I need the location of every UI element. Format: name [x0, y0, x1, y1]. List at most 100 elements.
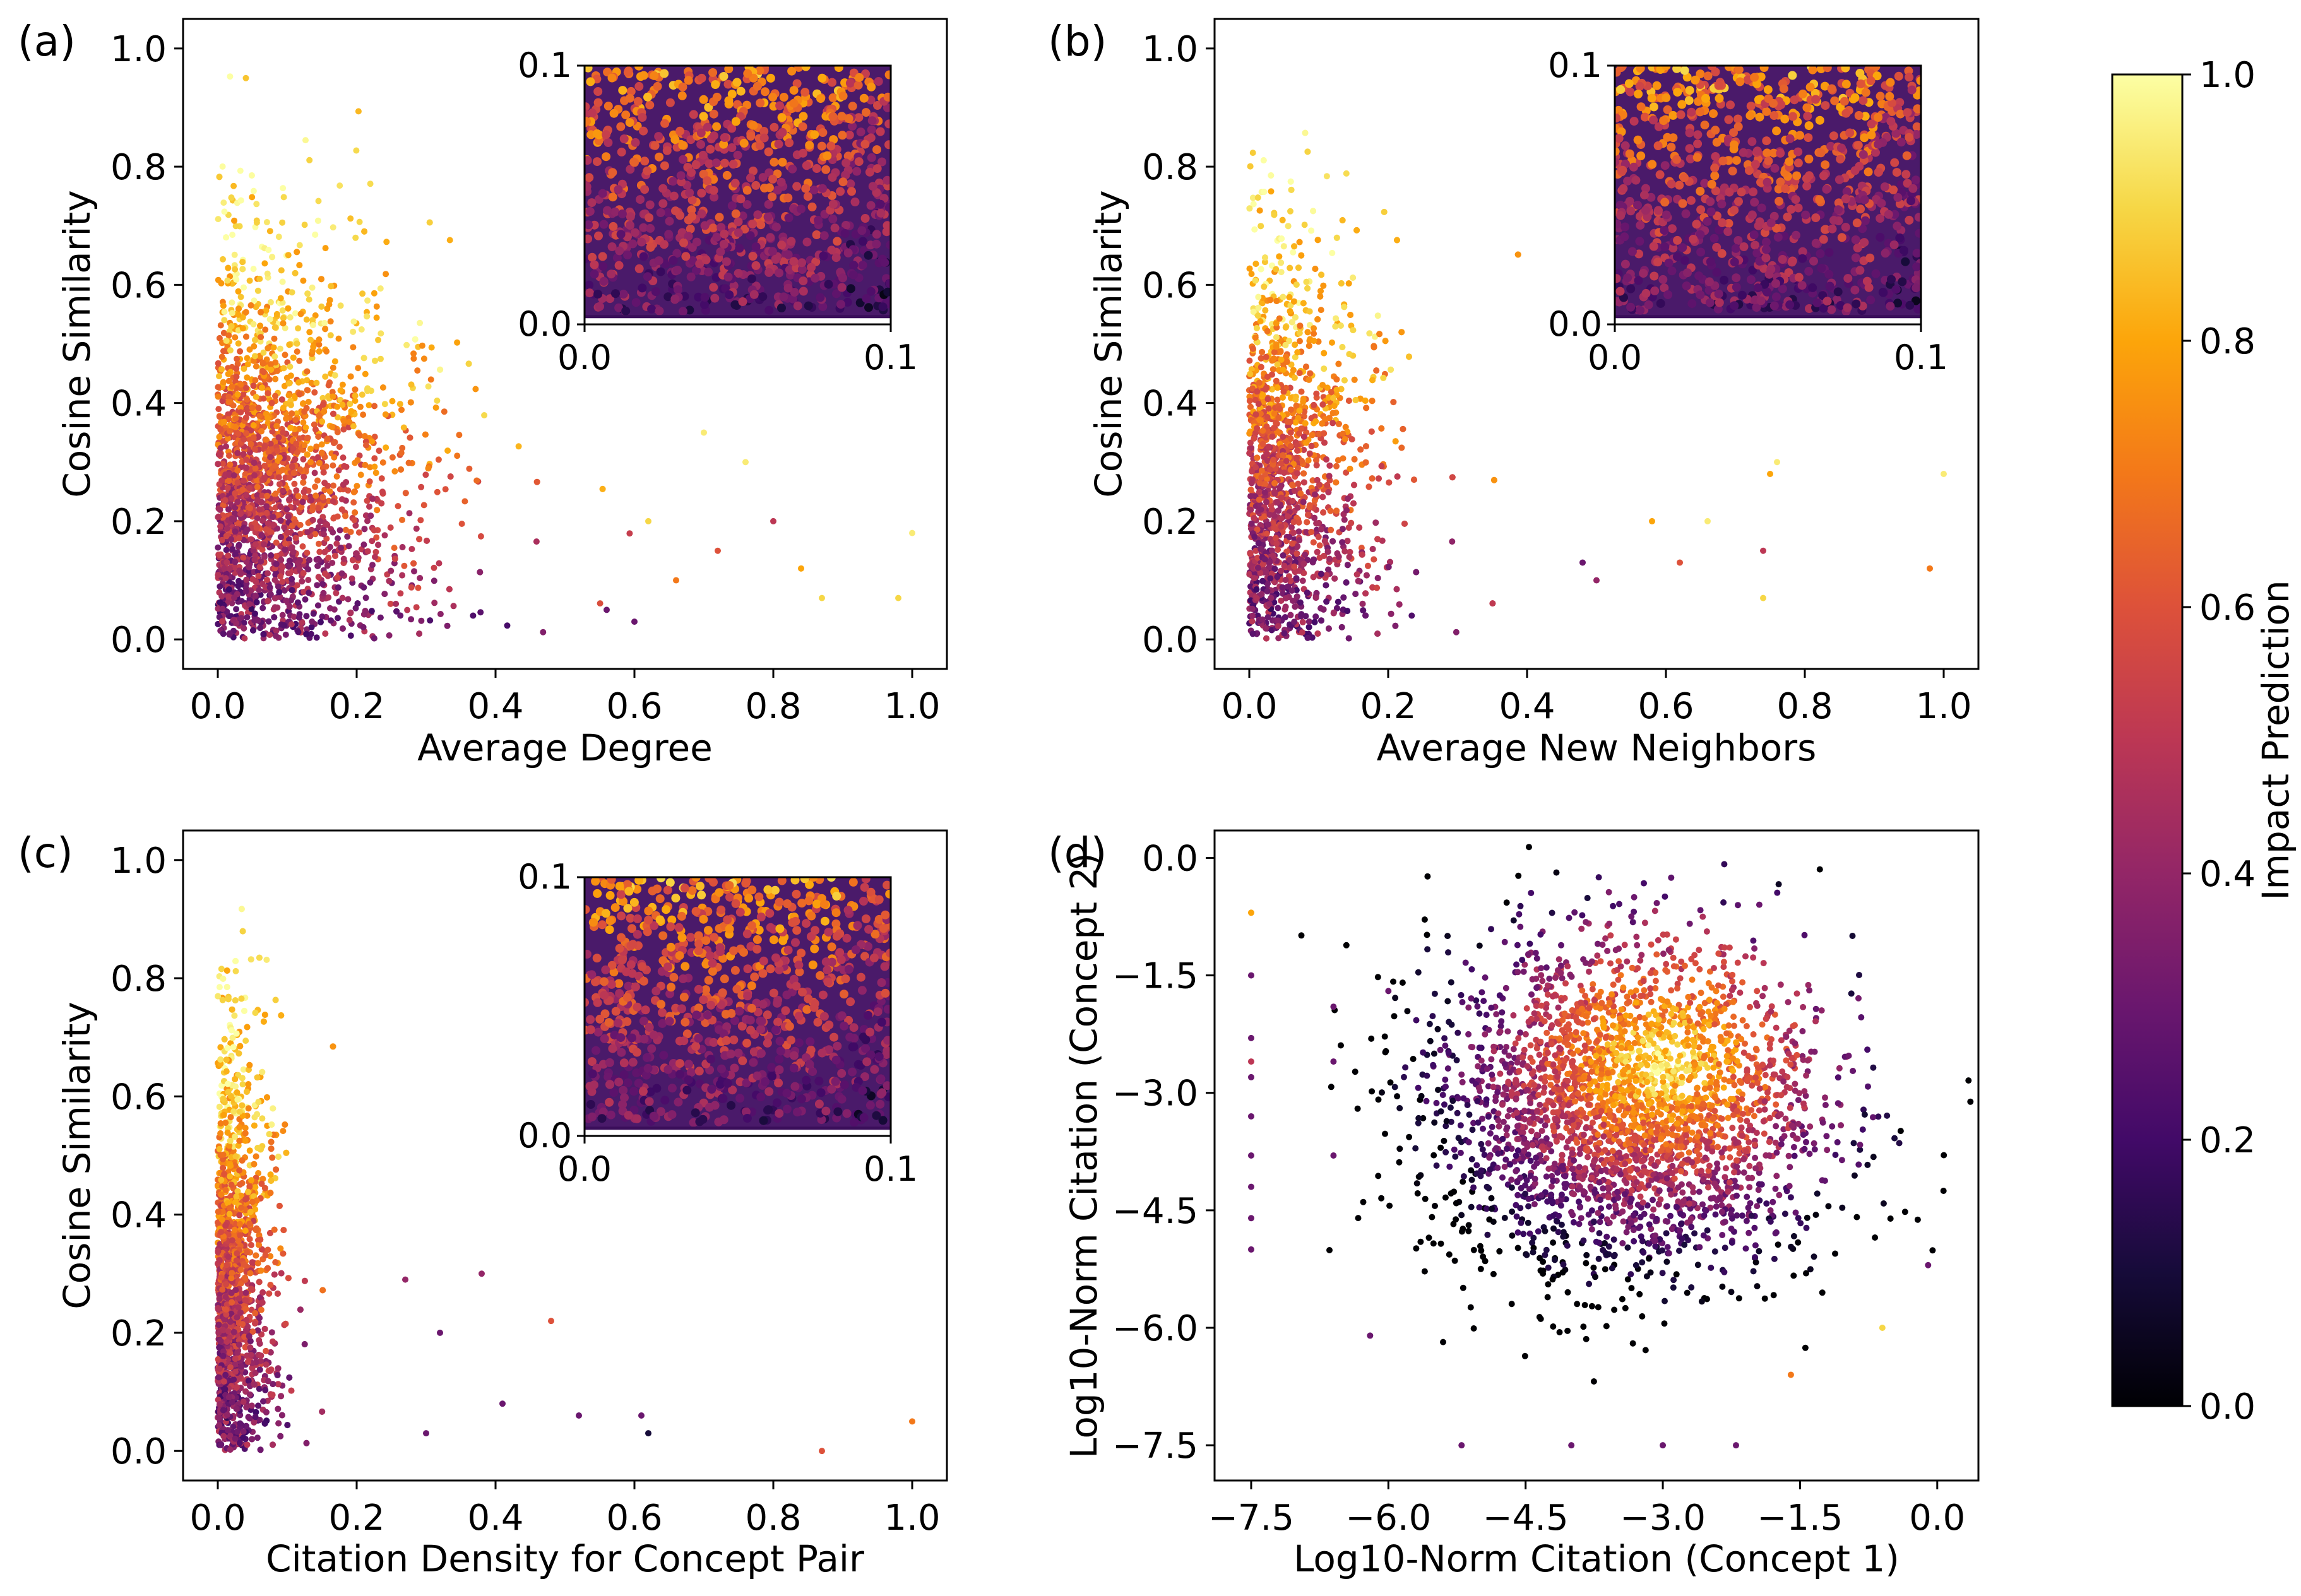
scatter-point	[267, 591, 274, 598]
inset-point	[778, 158, 787, 167]
scatter-point	[315, 433, 322, 440]
scatter-point	[225, 435, 231, 442]
inset-point	[837, 112, 847, 121]
inset-point	[712, 122, 722, 131]
inset-point	[650, 141, 660, 150]
scatter-point	[364, 497, 371, 504]
inset-point	[594, 231, 603, 240]
scatter-point	[237, 570, 244, 577]
scatter-point	[356, 218, 363, 225]
inset-point	[853, 80, 863, 90]
scatter-point	[1290, 249, 1297, 256]
scatter-point	[338, 506, 345, 513]
y-tick-label: 1.0	[110, 29, 167, 70]
inset-point	[848, 121, 857, 131]
scatter-point	[304, 435, 311, 442]
scatter-point	[413, 525, 420, 532]
scatter-point	[334, 574, 341, 581]
scatter-point	[286, 557, 293, 564]
scatter-point	[314, 217, 321, 224]
inset-point	[752, 81, 762, 91]
inset-point	[885, 279, 891, 288]
inset-point	[838, 177, 848, 187]
scatter-point	[265, 598, 271, 605]
scatter-point	[280, 487, 287, 494]
scatter-point	[292, 456, 299, 463]
scatter-point	[321, 408, 328, 415]
scatter-point	[434, 488, 441, 495]
scatter-point	[399, 444, 406, 451]
inset-point	[694, 292, 703, 302]
inset-point	[867, 153, 876, 162]
inset-point	[619, 290, 628, 299]
inset-point	[884, 203, 891, 212]
inset-point	[639, 71, 648, 80]
scatter-point	[408, 546, 415, 552]
scatter-point	[371, 403, 378, 410]
scatter-point	[369, 562, 376, 569]
inset-point	[797, 265, 807, 274]
scatter-point	[239, 266, 246, 273]
inset-point	[653, 81, 662, 91]
outlier-point	[770, 517, 776, 524]
inset-point	[722, 257, 731, 266]
scatter-point	[215, 605, 222, 612]
inset-point	[727, 124, 737, 133]
scatter-point	[278, 267, 285, 274]
scatter-point	[279, 219, 286, 226]
inset-point	[685, 188, 694, 198]
inset-point	[650, 71, 659, 80]
inset-point	[827, 245, 836, 255]
scatter-point	[320, 469, 327, 476]
inset-point	[756, 98, 765, 108]
scatter-point	[254, 483, 261, 490]
panel-b: (b) 0.0 0.2 0.4 0.6 0.8 1.0 0.00.20.40.60.81.…	[1048, 17, 1980, 769]
inset-x-tick-0-a: 0.0	[557, 338, 612, 377]
scatter-point	[336, 182, 343, 189]
scatter-point	[220, 256, 226, 263]
inset-point	[638, 113, 647, 122]
inset-point	[785, 265, 794, 275]
inset-point	[612, 253, 622, 263]
scatter-point	[318, 276, 324, 283]
inset-point	[797, 204, 806, 214]
inset-point	[876, 127, 885, 136]
inset-point	[766, 233, 775, 242]
scatter-point	[225, 399, 232, 406]
scatter-point	[263, 307, 270, 314]
inset-point	[828, 93, 838, 102]
scatter-point	[399, 516, 405, 523]
scatter-point	[265, 520, 271, 527]
scatter-point	[242, 414, 249, 421]
scatter-point	[285, 392, 292, 399]
scatter-point	[415, 584, 422, 591]
scatter-point	[297, 466, 304, 473]
scatter-point	[344, 533, 351, 540]
scatter-point	[477, 533, 484, 540]
scatter-point	[235, 535, 242, 541]
inset-point	[788, 164, 797, 174]
scatter-point	[288, 587, 295, 594]
inset-point	[771, 222, 781, 232]
scatter-point	[275, 233, 282, 240]
scatter-point	[335, 535, 341, 542]
outlier-point	[701, 429, 707, 436]
scatter-point	[352, 509, 359, 516]
inset-point	[643, 272, 652, 281]
inset-point	[685, 305, 694, 315]
scatter-point	[326, 297, 333, 304]
inset-point	[700, 300, 709, 309]
scatter-point	[247, 536, 254, 543]
inset-point	[710, 192, 719, 202]
scatter-point	[335, 467, 342, 474]
scatter-point	[1316, 542, 1323, 549]
scatter-point	[218, 618, 225, 625]
scatter-point	[312, 312, 319, 319]
scatter-point	[361, 228, 368, 235]
scatter-point	[299, 499, 306, 505]
scatter-point	[399, 544, 406, 550]
inset-point	[590, 269, 599, 279]
scatter-point	[215, 572, 222, 578]
scatter-point	[241, 625, 247, 632]
scatter-point	[299, 543, 306, 550]
